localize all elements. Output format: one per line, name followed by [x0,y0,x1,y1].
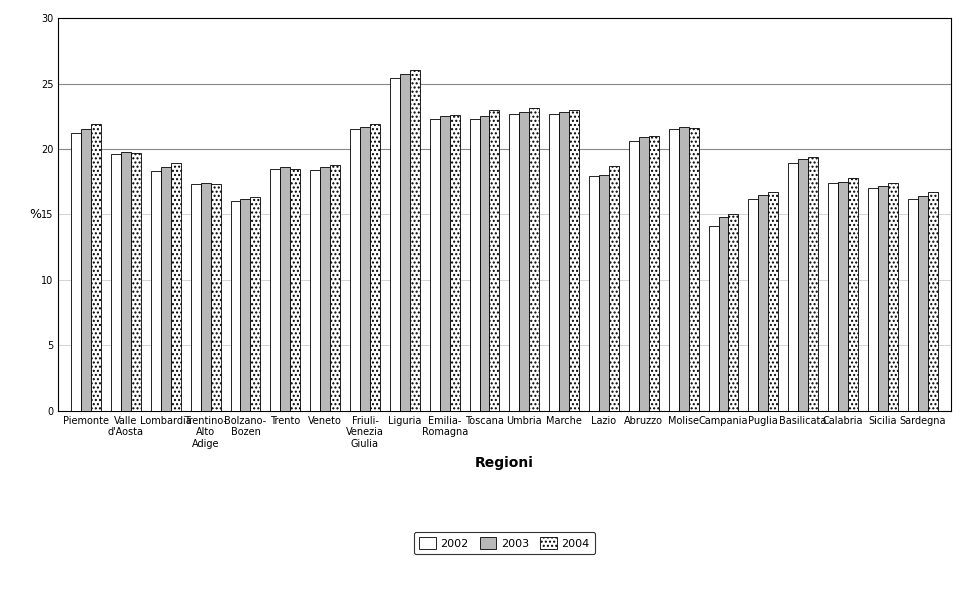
Bar [280,167,290,411]
Bar [917,196,926,411]
Bar [707,226,718,411]
Bar [588,176,599,411]
Bar [290,169,300,411]
Bar [320,167,329,411]
Bar [151,172,161,411]
Bar [688,128,698,411]
Bar [609,166,618,411]
Bar [489,110,499,411]
Bar [569,110,578,411]
Bar [748,199,758,411]
X-axis label: Regioni: Regioni [475,456,533,470]
Bar [329,165,340,411]
Bar [81,129,91,411]
Bar [429,119,439,411]
Bar [91,124,101,411]
Bar [71,133,81,411]
Bar [828,183,837,411]
Bar [548,114,558,411]
Bar [399,74,409,411]
Bar [509,114,518,411]
Bar [369,124,380,411]
Bar [201,183,210,411]
Bar [668,129,678,411]
Bar [439,116,450,411]
Bar [409,71,420,411]
Bar [767,192,777,411]
Bar [310,170,320,411]
Bar [518,112,529,411]
Bar [270,169,280,411]
Bar [131,153,141,411]
Bar [110,154,121,411]
Bar [788,163,797,411]
Bar [599,175,609,411]
Bar [907,199,917,411]
Bar [529,108,539,411]
Bar [231,201,240,411]
Bar [450,115,459,411]
Bar [797,159,807,411]
Bar [191,184,201,411]
Bar [807,157,817,411]
Bar [250,198,260,411]
Bar [240,199,250,411]
Bar [847,178,857,411]
Bar [628,141,639,411]
Bar [837,182,847,411]
Bar [390,79,399,411]
Bar [121,152,131,411]
Bar [887,183,897,411]
Bar [648,136,658,411]
Bar [639,137,648,411]
Bar [558,112,569,411]
Bar [161,167,171,411]
Bar [867,188,877,411]
Bar [728,214,737,411]
Legend: 2002, 2003, 2004: 2002, 2003, 2004 [414,532,594,554]
Y-axis label: %: % [29,208,42,221]
Bar [210,184,220,411]
Bar [359,127,369,411]
Bar [171,163,180,411]
Bar [926,192,937,411]
Bar [350,129,359,411]
Bar [469,119,479,411]
Bar [877,185,887,411]
Bar [758,194,767,411]
Bar [678,127,688,411]
Bar [718,217,728,411]
Bar [479,116,489,411]
